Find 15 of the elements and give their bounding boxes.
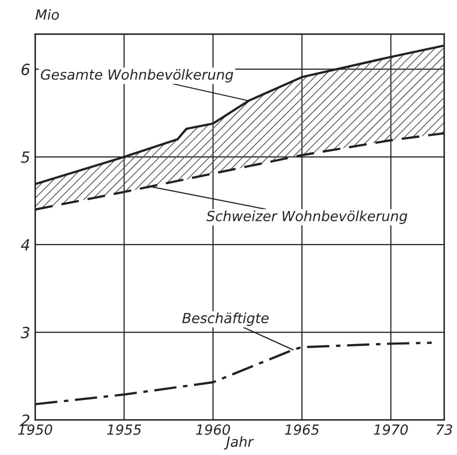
- x-tick-label: 73: [436, 424, 452, 435]
- x-tick-label: 1955: [107, 424, 142, 435]
- annotation: Beschäftigte: [182, 312, 269, 326]
- y-tick-label: 3: [20, 326, 30, 338]
- annotation: Schweizer Wohnbevölkerung: [206, 210, 408, 224]
- x-tick-label: 1950: [18, 424, 52, 435]
- annotation: Gesamte Wohnbevölkerung: [40, 69, 234, 82]
- x-tick-label: 1960: [196, 424, 230, 435]
- y-tick-label: 5: [20, 152, 30, 163]
- x-tick-label: 1965: [284, 424, 319, 435]
- x-tick-label: 1970: [374, 424, 408, 435]
- x-axis-title: Jahr: [224, 436, 254, 450]
- y-tick-label: 4: [20, 239, 30, 250]
- y-tick-label: 6: [22, 64, 30, 76]
- y-axis-title: Mio: [36, 9, 59, 20]
